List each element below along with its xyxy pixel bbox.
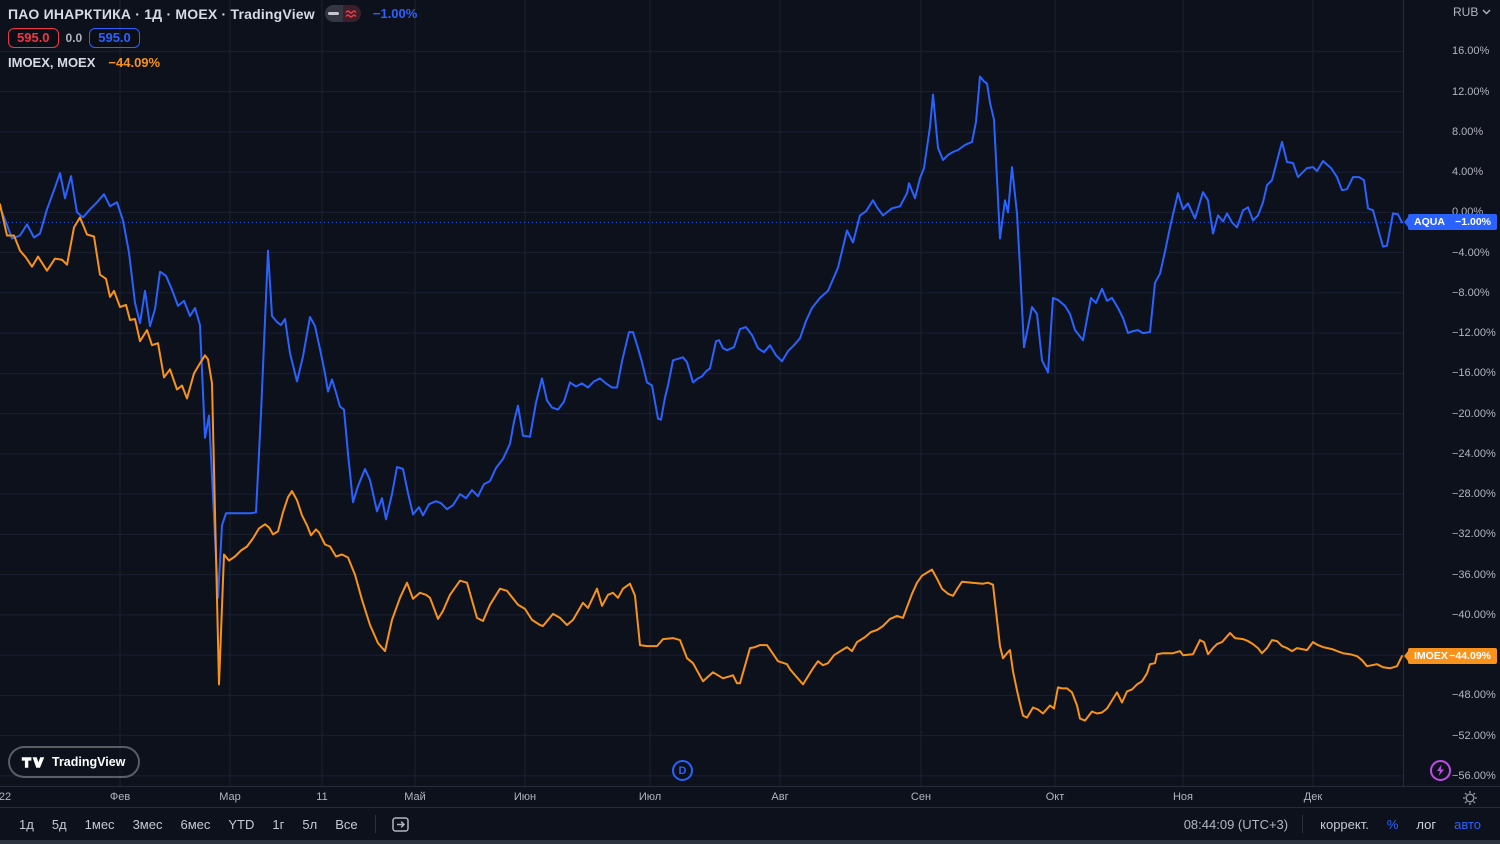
range-button-6мес[interactable]: 6мес [171, 813, 219, 836]
value-box-high: 595.0 [89, 28, 140, 48]
range-button-5л[interactable]: 5л [293, 813, 326, 836]
auto-scale-toggle[interactable]: авто [1445, 813, 1490, 836]
log-scale-toggle[interactable]: лог [1407, 813, 1445, 836]
price-badge-imoex: IMOEX −44.09% [1408, 648, 1497, 665]
price-tick-label: −12.00% [1452, 327, 1496, 340]
legend-values-row: 595.0 0.0 595.0 [8, 28, 417, 48]
adjust-dividends-toggle[interactable]: коррект. [1311, 813, 1378, 836]
badge-symbol: AQUA [1414, 216, 1445, 229]
minimize-icon [324, 5, 343, 22]
time-axis[interactable]: 22 Фев Мар 11 Май Июн Июл Авг Сен Окт Ноя Дек [0, 786, 1500, 807]
time-tick-label: 22 [0, 791, 12, 803]
badge-value: −1.00% [1455, 216, 1491, 229]
price-tick-label: −4.00% [1452, 246, 1490, 259]
legend-visibility-toggle[interactable] [324, 5, 361, 22]
time-tick-label: Дек [1303, 791, 1323, 803]
price-tick-label: −56.00% [1452, 769, 1496, 782]
time-tick-label: 11 [316, 791, 328, 803]
currency-selector[interactable]: RUB [1453, 5, 1491, 19]
legend-compare-row: IMOEX, MOEX −44.09% [8, 55, 417, 70]
price-tick-label: 4.00% [1452, 166, 1484, 179]
compare-change: −44.09% [108, 55, 161, 70]
price-tick-label: −16.00% [1452, 367, 1496, 380]
chart-legend: ПАО ИНАРКТИКА · 1Д · MOEX · TradingView … [8, 5, 417, 70]
price-tick-label: −36.00% [1452, 568, 1496, 581]
range-button-Все[interactable]: Все [326, 813, 366, 836]
time-tick-label: Сен [910, 791, 932, 803]
price-tick-label: −52.00% [1452, 729, 1496, 742]
badge-symbol: IMOEX [1414, 650, 1448, 663]
tradingview-logo-text: TradingView [52, 755, 126, 769]
lightning-marker[interactable] [1430, 760, 1451, 781]
time-tick-label: Июл [638, 791, 662, 803]
range-button-YTD[interactable]: YTD [219, 813, 263, 836]
compare-symbol[interactable]: IMOEX, MOEX [8, 55, 96, 70]
legend-main-row: ПАО ИНАРКТИКА · 1Д · MOEX · TradingView … [8, 5, 417, 22]
series-line-aqua[interactable] [0, 75, 1403, 599]
time-tick-label: Май [404, 791, 426, 803]
dividend-marker[interactable]: D [672, 760, 693, 781]
range-button-5д[interactable]: 5д [43, 813, 76, 836]
clock[interactable]: 08:44:09 (UTC+3) [1183, 816, 1289, 832]
price-axis[interactable]: RUB 16.00% 12.00% 8.00% 4.00% 0.00% −4.00% −8.… [1403, 0, 1500, 786]
go-to-date-icon [391, 816, 409, 832]
price-tick-label: −32.00% [1452, 528, 1496, 541]
window-bottom-edge [0, 840, 1500, 844]
symbol-change: −1.00% [372, 6, 418, 21]
bottom-toolbar: 1д 5д 1мес 3мес 6мес YTD 1г 5л Все 08:44:09 (UTC… [0, 807, 1500, 840]
time-tick-label: Мар [219, 791, 241, 803]
time-tick-label: Окт [1045, 791, 1065, 803]
value-change: 0.0 [65, 31, 83, 45]
tradingview-logo-icon [21, 756, 45, 768]
range-button-1мес[interactable]: 1мес [76, 813, 124, 836]
percent-scale-toggle[interactable]: % [1378, 813, 1408, 836]
badge-value: −44.09% [1449, 650, 1491, 663]
lightning-icon [1437, 764, 1444, 776]
price-tick-label: 16.00% [1452, 45, 1490, 58]
price-tick-label: 8.00% [1452, 125, 1484, 138]
chevron-down-icon [1482, 9, 1491, 15]
dividend-marker-label: D [678, 764, 687, 777]
price-tick-label: −24.00% [1452, 447, 1496, 460]
currency-label: RUB [1453, 5, 1479, 19]
range-switcher: 1д 5д 1мес 3мес 6мес YTD 1г 5л Все [10, 813, 367, 836]
price-tick-label: −40.00% [1452, 608, 1496, 621]
waves-icon [342, 5, 361, 22]
price-tick-label: −20.00% [1452, 407, 1496, 420]
price-tick-label: −28.00% [1452, 488, 1496, 501]
time-tick-label: Фев [109, 791, 131, 803]
settings-gear-icon[interactable] [1461, 789, 1479, 807]
toolbar-divider [374, 815, 376, 833]
range-button-1д[interactable]: 1д [10, 813, 43, 836]
range-button-3мес[interactable]: 3мес [124, 813, 172, 836]
series-line-imoex[interactable] [0, 203, 1403, 722]
symbol-title[interactable]: ПАО ИНАРКТИКА · 1Д · MOEX · TradingView [8, 5, 315, 22]
go-to-date-button[interactable] [384, 813, 417, 836]
time-tick-label: Июн [513, 791, 537, 803]
time-tick-label: Авг [771, 791, 789, 803]
value-box-low: 595.0 [8, 28, 59, 48]
tradingview-logo[interactable]: TradingView [8, 746, 141, 778]
price-tick-label: −8.00% [1452, 286, 1490, 299]
range-button-1г[interactable]: 1г [263, 813, 293, 836]
toolbar-divider [1302, 815, 1304, 833]
price-badge-aqua: AQUA −1.00% [1408, 214, 1497, 231]
chart-canvas[interactable] [0, 0, 1403, 786]
price-tick-label: −48.00% [1452, 689, 1496, 702]
price-tick-label: 12.00% [1452, 85, 1490, 98]
time-tick-label: Ноя [1172, 791, 1194, 803]
